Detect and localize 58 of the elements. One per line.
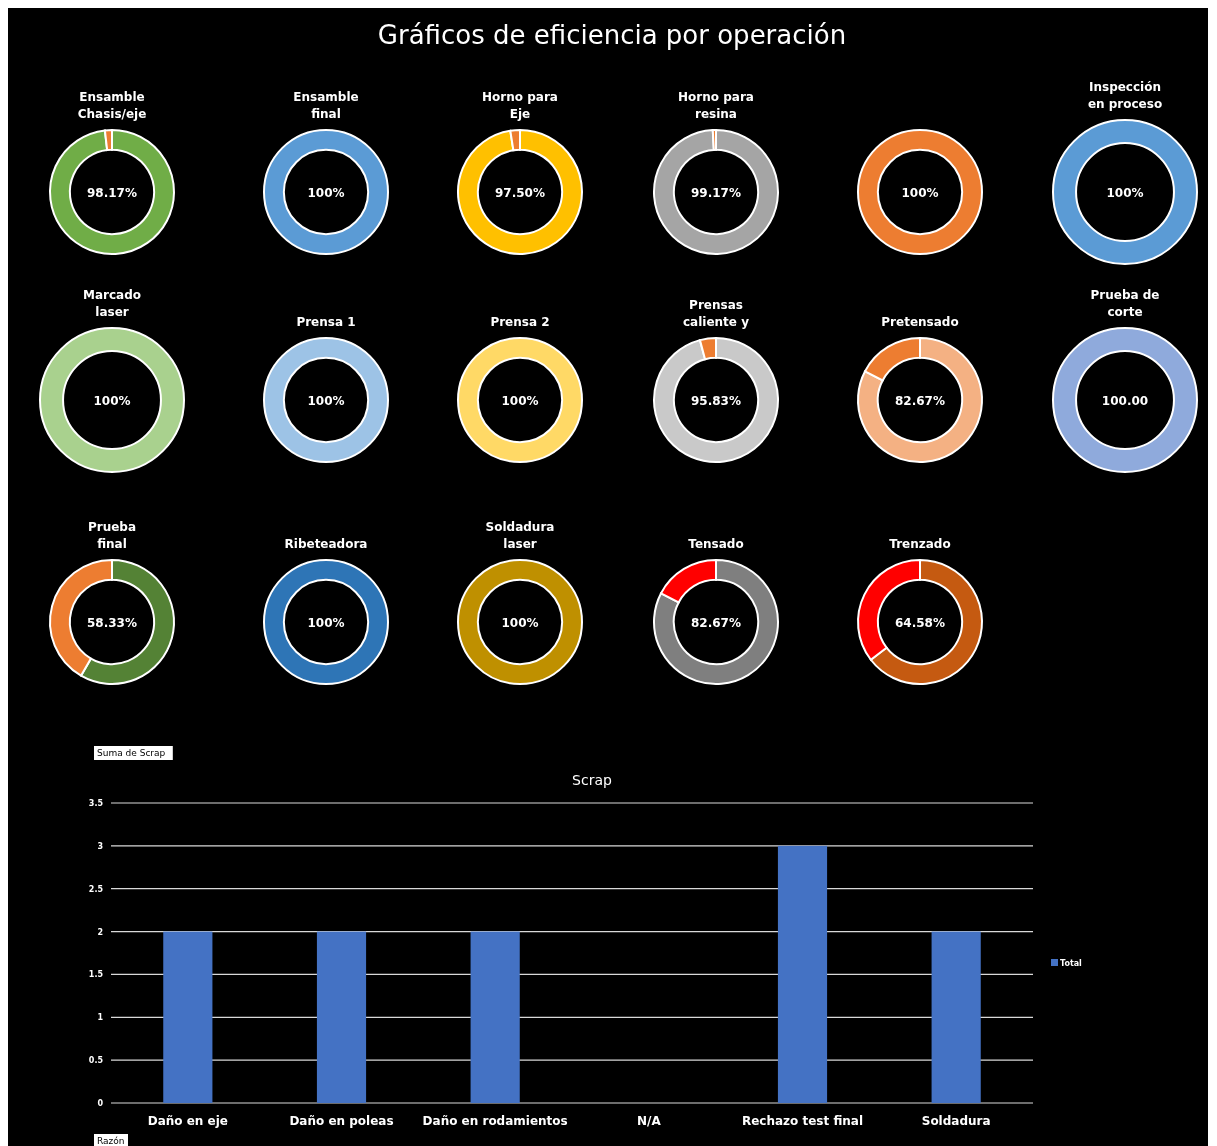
data-label: 64.58% <box>895 616 945 630</box>
x-tick-label: Daño en rodamientos <box>422 1114 568 1128</box>
legend-label: Total <box>1060 959 1083 968</box>
data-label: 100% <box>501 616 539 630</box>
data-label: 100% <box>1106 186 1144 200</box>
chart-title: Ensamble Chasis/eje <box>77 90 147 121</box>
chart-title: Horno para resina <box>678 90 754 121</box>
chart-title: Prensa 2 <box>490 315 550 329</box>
data-label: 99.17% <box>691 186 741 200</box>
data-label: 82.67% <box>691 616 741 630</box>
chart-title: Prensa 1 <box>296 315 356 329</box>
text: Suma de Scrap <box>97 748 166 758</box>
y-tick-label: 0.5 <box>88 1056 104 1066</box>
chart-title: Ensamble final <box>293 90 359 121</box>
donut-slice <box>49 129 175 255</box>
data-label: 100% <box>307 186 345 200</box>
data-label: 98.17% <box>87 186 137 200</box>
y-tick-label: 2 <box>97 927 103 937</box>
chart-title: Soldadura laser <box>485 520 555 551</box>
donut-slice <box>653 559 779 685</box>
chart-title: Horno para Eje <box>482 90 558 121</box>
chart-title: Inspección en proceso <box>1087 80 1163 111</box>
data-label: 82.67% <box>895 394 945 408</box>
text: Gráficos de eficiencia por operación <box>377 20 847 50</box>
chart-title: Prueba de corte <box>1090 288 1160 319</box>
y-tick-label: 3.5 <box>88 799 104 808</box>
data-label: 100% <box>307 394 345 408</box>
x-tick-label: Daño en poleas <box>289 1114 394 1128</box>
data-label: 95.83% <box>691 394 741 408</box>
y-tick-label: 1 <box>97 1013 104 1023</box>
data-label: 100% <box>307 616 345 630</box>
chart-title: Trenzado <box>889 537 951 551</box>
data-label: 100% <box>93 394 131 408</box>
text: Razón <box>97 1136 125 1146</box>
chart-title: Marcado laser <box>82 288 142 319</box>
x-tick-label: Rechazo test final <box>741 1114 864 1128</box>
x-tick-label: Soldadura <box>921 1114 991 1128</box>
data-label: 100.00 <box>1101 394 1149 408</box>
chart-title: Prensas caliente y <box>683 298 750 329</box>
donut-slice <box>653 129 779 255</box>
data-label: 58.33% <box>87 616 137 630</box>
y-tick-label: 2.5 <box>88 884 104 894</box>
x-tick-label: N/A <box>636 1114 662 1128</box>
chart-title: Prueba final <box>87 520 137 551</box>
chart-title: Tensado <box>688 537 744 551</box>
data-label: 97.50% <box>495 186 545 200</box>
chart-title: Scrap <box>572 772 613 788</box>
data-label: 100% <box>901 186 939 200</box>
chart-title: Ribeteadora <box>284 537 368 551</box>
data-label: 100% <box>501 394 539 408</box>
y-tick-label: 3 <box>97 841 103 851</box>
x-tick-label: Daño en eje <box>147 1114 228 1128</box>
y-tick-label: 1.5 <box>88 970 104 980</box>
chart-title: Pretensado <box>881 315 959 329</box>
donut-slice <box>457 129 583 255</box>
donut-slice <box>857 337 983 463</box>
donut-slice <box>653 337 779 463</box>
y-tick-label: 0 <box>97 1099 104 1108</box>
